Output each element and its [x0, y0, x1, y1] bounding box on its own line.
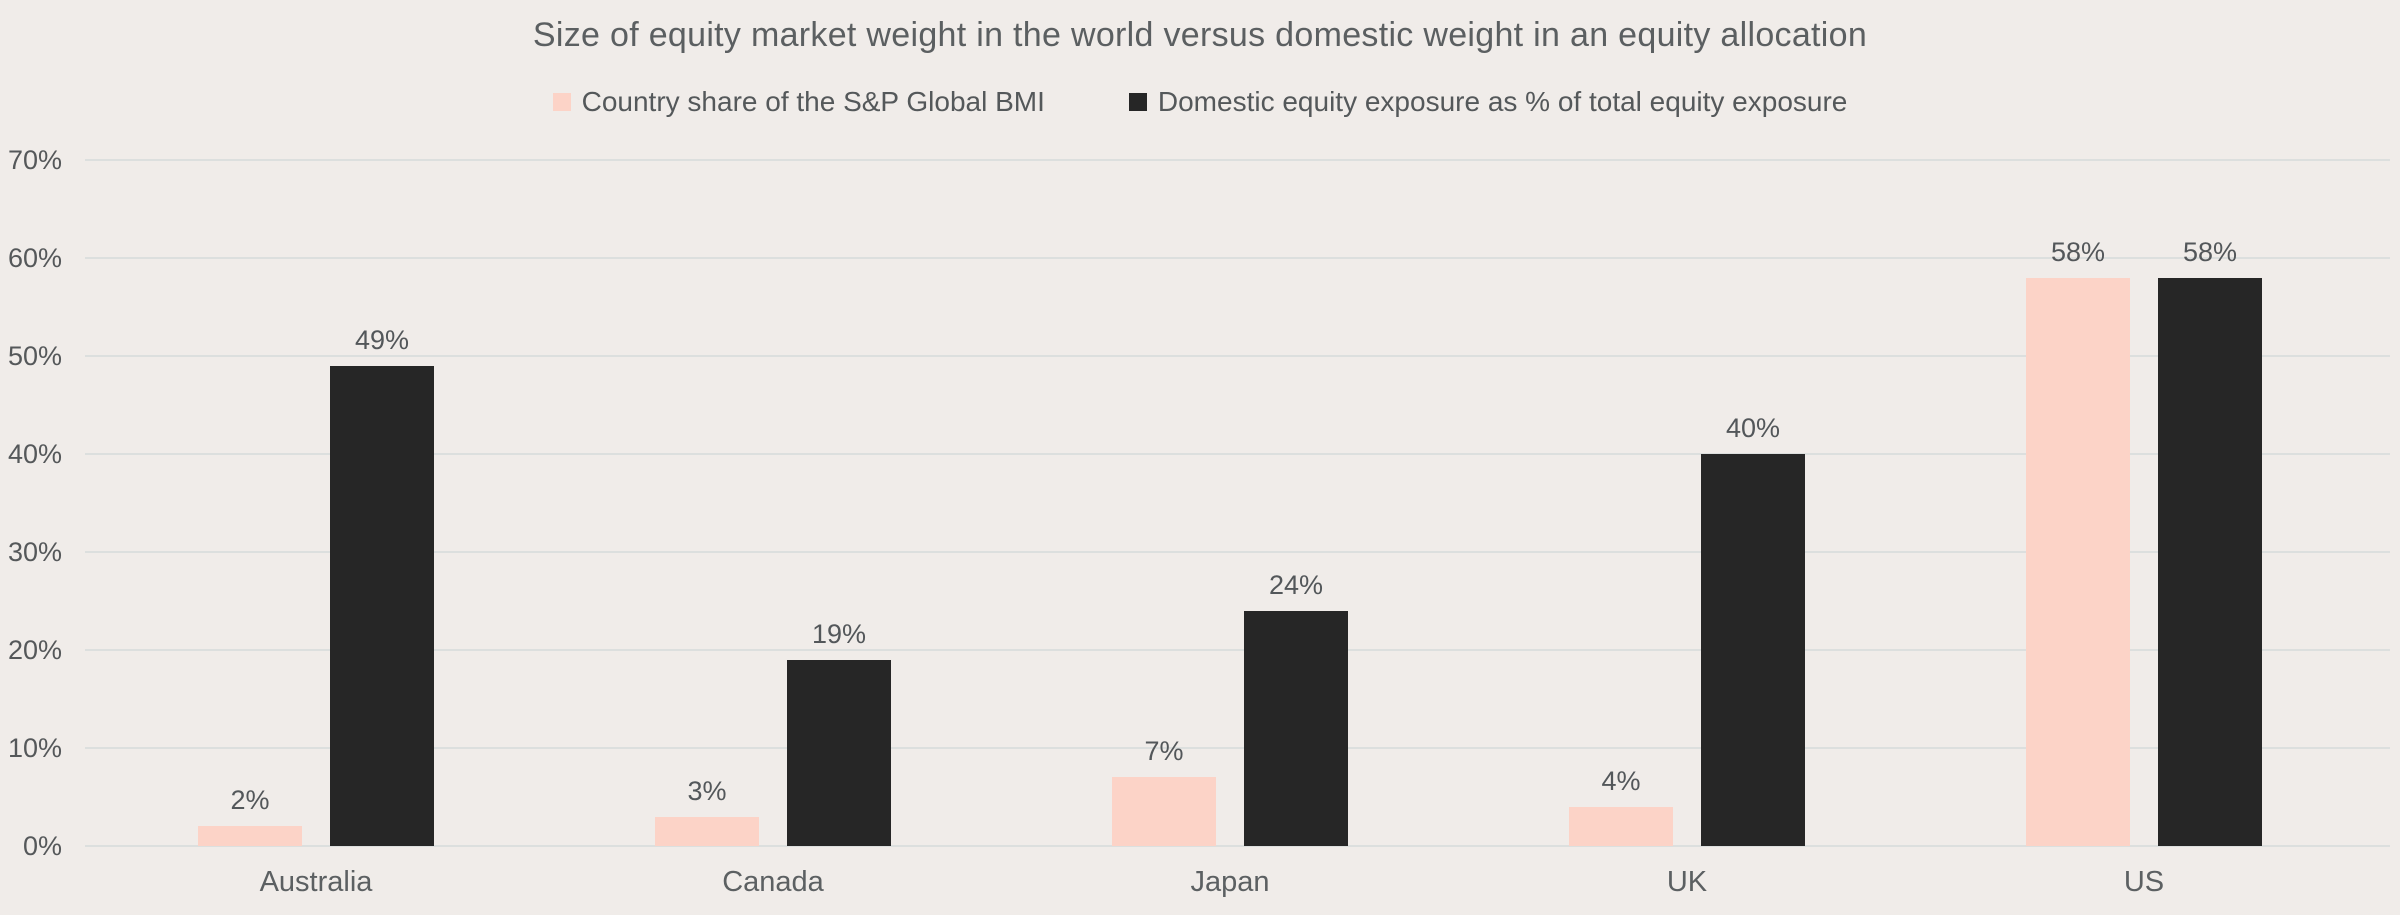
legend-swatch-country-share-icon [552, 93, 571, 111]
y-axis-label: 70% [7, 145, 62, 175]
y-axis-label: 40% [7, 439, 62, 469]
gridline [85, 551, 2390, 553]
gridline [85, 649, 2390, 651]
bar-value-label: 19% [811, 618, 867, 649]
bar-country-share-uk [1569, 806, 1673, 846]
x-axis-label: UK [1666, 866, 1708, 898]
bar-value-label: 40% [1725, 413, 1781, 443]
y-axis-label: 20% [7, 635, 62, 665]
bar-value-label: 24% [1268, 569, 1324, 600]
x-axis-label: Australia [259, 866, 373, 898]
gridline [85, 747, 2390, 749]
bar-domestic-exposure-canada [787, 659, 891, 846]
legend-label-country-share: Country share of the S&P Global BMI [581, 86, 1045, 117]
bar-country-share-us [2026, 277, 2130, 846]
bar-value-label: 49% [354, 324, 410, 355]
y-axis-label: 10% [7, 733, 62, 763]
x-axis-label: US [2123, 866, 2165, 898]
chart-legend: Country share of the S&P Global BMI Dome… [0, 86, 2400, 118]
x-axis-label: Canada [722, 866, 824, 898]
bar-value-label: 58% [2182, 236, 2238, 267]
gridline [85, 845, 2390, 847]
legend-swatch-domestic-exposure-icon [1128, 93, 1147, 111]
bar-country-share-japan [1112, 777, 1216, 846]
bar-domestic-exposure-japan [1244, 610, 1348, 846]
bar-country-share-canada [655, 816, 759, 846]
legend-item-domestic-exposure: Domestic equity exposure as % of total e… [1128, 86, 1848, 118]
gridline [85, 453, 2390, 455]
bar-domestic-exposure-uk [1701, 454, 1805, 846]
bar-country-share-australia [198, 826, 302, 846]
bar-value-label: 4% [1601, 765, 1641, 796]
y-axis-label: 30% [7, 537, 62, 567]
bar-domestic-exposure-us [2158, 277, 2262, 846]
bar-value-label: 3% [687, 775, 727, 806]
x-axis-label: Japan [1190, 866, 1270, 898]
gridline [85, 257, 2390, 259]
bar-value-label: 7% [1144, 736, 1184, 767]
y-axis-label: 60% [7, 243, 62, 273]
y-axis-label: 0% [22, 831, 62, 861]
gridline [85, 355, 2390, 357]
y-axis-label: 50% [7, 341, 62, 371]
legend-label-domestic-exposure: Domestic equity exposure as % of total e… [1157, 86, 1848, 117]
legend-item-country-share: Country share of the S&P Global BMI [552, 86, 1045, 118]
gridline [85, 159, 2390, 161]
bar-value-label: 58% [2050, 236, 2106, 267]
chart-title: Size of equity market weight in the worl… [532, 16, 1868, 54]
bar-domestic-exposure-australia [330, 365, 434, 846]
bar-value-label: 2% [230, 785, 270, 816]
